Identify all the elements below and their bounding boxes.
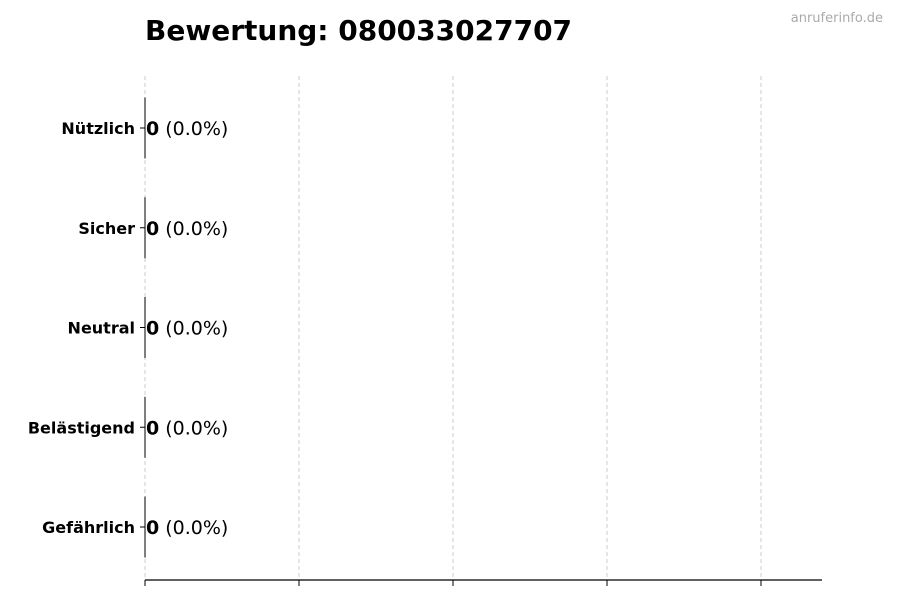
category-label: Belästigend: [28, 418, 135, 437]
category-label: Gefährlich: [42, 518, 135, 537]
value-count: 0: [146, 218, 159, 240]
value-count: 0: [146, 118, 159, 140]
value-label: 0 (0.0%): [146, 118, 228, 140]
category-labels: Nützlich 0 (0.0%) Sicher 0 (0.0%) Neutral 0 (0.0…: [28, 118, 228, 539]
value-count: 0: [146, 417, 159, 439]
value-label: 0 (0.0%): [146, 417, 228, 439]
value-percent: (0.0%): [165, 517, 228, 539]
category-label: Nützlich: [61, 119, 135, 138]
value-percent: (0.0%): [165, 218, 228, 240]
category-label: Neutral: [68, 319, 135, 338]
x-ticks: [144, 580, 762, 586]
value-percent: (0.0%): [165, 417, 228, 439]
value-label: 0 (0.0%): [146, 318, 228, 340]
value-count: 0: [146, 517, 159, 539]
chart-title: Bewertung: 080033027707: [145, 14, 572, 47]
value-percent: (0.0%): [165, 118, 228, 140]
watermark: anruferinfo.de: [791, 11, 883, 26]
value-percent: (0.0%): [165, 318, 228, 340]
value-label: 0 (0.0%): [146, 517, 228, 539]
value-label: 0 (0.0%): [146, 218, 228, 240]
category-label: Sicher: [78, 219, 135, 238]
grid: [144, 76, 762, 580]
value-count: 0: [146, 318, 159, 340]
